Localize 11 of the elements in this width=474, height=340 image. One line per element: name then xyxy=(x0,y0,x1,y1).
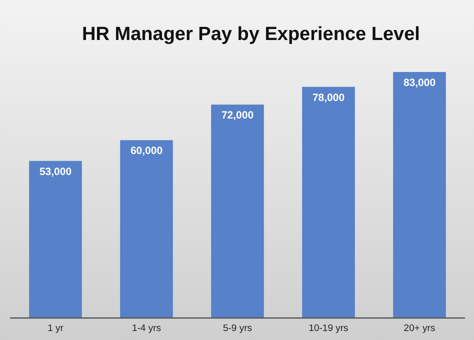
x-tick-label: 10-19 yrs xyxy=(308,323,349,334)
data-label: 60,000 xyxy=(130,145,163,158)
data-label: 72,000 xyxy=(221,110,254,122)
data-label: 78,000 xyxy=(312,92,345,104)
data-label: 53,000 xyxy=(39,166,72,178)
x-tick-label: 1-4 yrs xyxy=(132,323,162,334)
chart-title: HR Manager Pay by Experience Level xyxy=(82,24,420,45)
data-label: 83,000 xyxy=(403,77,436,89)
x-tick-label: 20+ yrs xyxy=(404,323,436,334)
x-tick-label: 1 yr xyxy=(48,323,64,334)
x-tick-label: 5-9 yrs xyxy=(222,323,252,334)
